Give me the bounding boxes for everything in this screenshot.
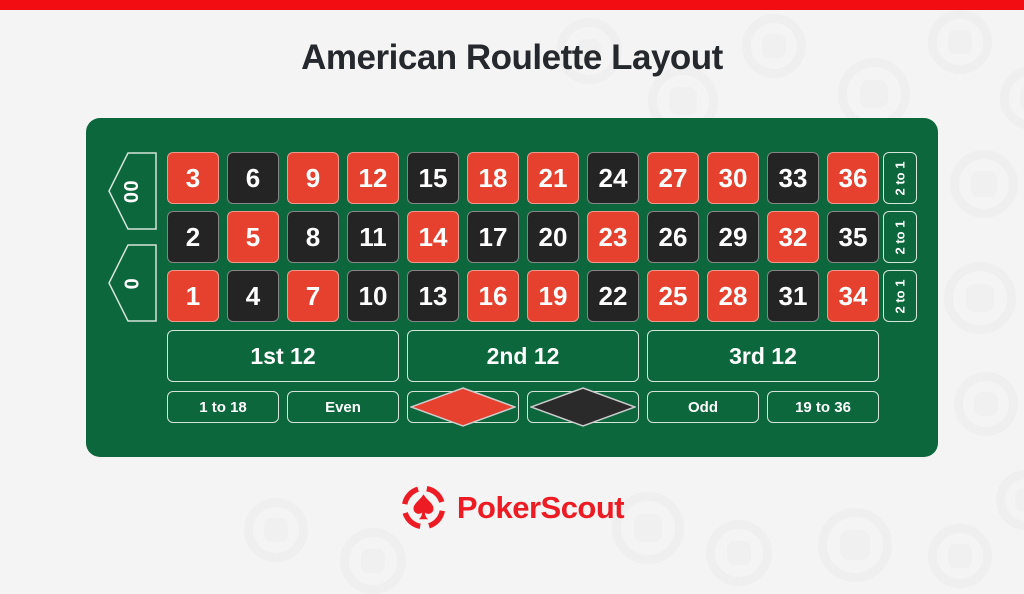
- double-zero-label: 00: [121, 179, 143, 203]
- roulette-table: 00 0 3 6 9 12 15 18 21 24 27 30 33 36 2 5 8 11 14 17 20 23 2…: [86, 118, 938, 457]
- number-cell-10: 10: [347, 270, 399, 322]
- bet-column-top: 2 to 1: [883, 152, 917, 204]
- bet-even: Even: [287, 391, 399, 423]
- brand-logo-text: PokerScout: [456, 489, 625, 525]
- number-cell-9: 9: [287, 152, 339, 204]
- number-cell-5: 5: [227, 211, 279, 263]
- bet-black: [527, 387, 639, 427]
- number-cell-8: 8: [287, 211, 339, 263]
- pocket-outline: [108, 152, 157, 230]
- bet-second-dozen: 2nd 12: [407, 330, 639, 382]
- watermark-motif: [340, 528, 406, 594]
- number-cell-29: 29: [707, 211, 759, 263]
- number-cell-19: 19: [527, 270, 579, 322]
- bet-zero-pocket: 0: [108, 244, 157, 322]
- number-cell-31: 31: [767, 270, 819, 322]
- number-cell-32: 32: [767, 211, 819, 263]
- bet-double-zero-pocket: 00: [108, 152, 157, 230]
- bet-1-to-18: 1 to 18: [167, 391, 279, 423]
- number-cell-6: 6: [227, 152, 279, 204]
- watermark-motif: [950, 150, 1018, 218]
- bet-column-middle: 2 to 1: [883, 211, 917, 263]
- watermark-motif: [944, 262, 1016, 334]
- number-cell-7: 7: [287, 270, 339, 322]
- bet-column-bottom: 2 to 1: [883, 270, 917, 322]
- column-bet-label: 2 to 1: [892, 161, 908, 195]
- spade-target-icon: [401, 485, 446, 530]
- bet-19-to-36: 19 to 36: [767, 391, 879, 423]
- number-cell-12: 12: [347, 152, 399, 204]
- number-cell-26: 26: [647, 211, 699, 263]
- column-bet-label: 2 to 1: [892, 220, 908, 254]
- number-cell-15: 15: [407, 152, 459, 204]
- number-cell-28: 28: [707, 270, 759, 322]
- number-cell-3: 3: [167, 152, 219, 204]
- number-cell-27: 27: [647, 152, 699, 204]
- number-cell-33: 33: [767, 152, 819, 204]
- number-cell-2: 2: [167, 211, 219, 263]
- bet-first-dozen: 1st 12: [167, 330, 399, 382]
- pocket-outline: [108, 244, 157, 322]
- page: { "page": { "title": "American Roulette …: [0, 0, 1024, 531]
- black-diamond-icon: [530, 387, 636, 427]
- watermark-motif: [928, 524, 992, 588]
- bet-red: [407, 387, 519, 427]
- number-cell-36: 36: [827, 152, 879, 204]
- red-diamond-icon: [410, 387, 516, 427]
- numbers-grid: 3 6 9 12 15 18 21 24 27 30 33 36 2 5 8 11 14 17 20 23 26 29 32…: [167, 152, 879, 322]
- number-cell-21: 21: [527, 152, 579, 204]
- number-cell-35: 35: [827, 211, 879, 263]
- top-accent-bar: [0, 0, 1024, 10]
- number-cell-14: 14: [407, 211, 459, 263]
- number-cell-30: 30: [707, 152, 759, 204]
- number-cell-20: 20: [527, 211, 579, 263]
- number-cell-1: 1: [167, 270, 219, 322]
- watermark-motif: [954, 372, 1018, 436]
- number-cell-34: 34: [827, 270, 879, 322]
- number-cell-4: 4: [227, 270, 279, 322]
- number-cell-18: 18: [467, 152, 519, 204]
- number-cell-25: 25: [647, 270, 699, 322]
- column-bet-label: 2 to 1: [892, 279, 908, 313]
- zero-label: 0: [121, 277, 143, 289]
- number-cell-13: 13: [407, 270, 459, 322]
- number-cell-22: 22: [587, 270, 639, 322]
- number-cell-17: 17: [467, 211, 519, 263]
- brand-logo: PokerScout: [0, 484, 1024, 531]
- number-cell-23: 23: [587, 211, 639, 263]
- page-title: American Roulette Layout: [301, 38, 723, 77]
- number-cell-24: 24: [587, 152, 639, 204]
- bet-third-dozen: 3rd 12: [647, 330, 879, 382]
- number-cell-16: 16: [467, 270, 519, 322]
- bet-odd: Odd: [647, 391, 759, 423]
- number-cell-11: 11: [347, 211, 399, 263]
